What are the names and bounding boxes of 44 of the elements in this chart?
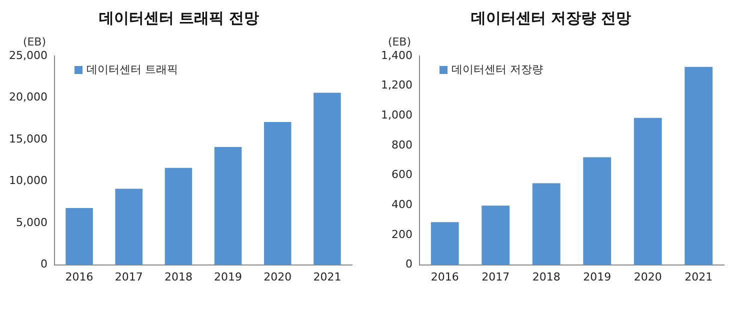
x-tick-label: 2018 [164, 270, 192, 284]
bar [430, 222, 459, 265]
bar [532, 183, 560, 265]
x-tick-label: 2016 [430, 270, 459, 284]
legend-label: 데이터센터 트래픽 [86, 62, 178, 76]
bar [66, 208, 93, 265]
bar [482, 206, 510, 265]
y-tick-label: 20,000 [8, 90, 48, 104]
y-tick-label: 200 [391, 228, 412, 241]
bar [314, 92, 341, 265]
chart-title: 데이터센터 트래픽 전망 [98, 8, 260, 27]
x-tick-label: 2019 [583, 270, 612, 284]
bar [214, 147, 242, 265]
y-tick-label: 0 [405, 258, 412, 271]
y-tick-label: 0 [40, 258, 48, 271]
bar [115, 188, 143, 265]
bar [583, 157, 612, 265]
bar [634, 118, 662, 265]
y-tick-label: 15,000 [8, 132, 48, 146]
y-tick-label: 25,000 [8, 48, 48, 62]
x-tick-label: 2018 [532, 270, 560, 284]
x-tick-label: 2019 [214, 270, 242, 284]
bar [684, 66, 713, 265]
x-tick-label: 2017 [114, 270, 143, 284]
y-tick-label: 5,000 [16, 216, 48, 229]
x-tick-label: 2021 [684, 270, 713, 284]
x-tick-label: 2020 [264, 270, 292, 284]
chart-title: 데이터센터 저장량 전망 [470, 8, 632, 27]
x-tick-label: 2016 [65, 270, 94, 284]
x-tick-label: 2021 [313, 270, 342, 284]
x-tick-label: 2017 [482, 270, 510, 284]
y-axis-title: (EB) [388, 35, 412, 48]
y-tick-label: 1,000 [380, 108, 412, 122]
bar [264, 122, 292, 265]
legend-label: 데이터센터 저장량 [451, 62, 543, 76]
y-tick-label: 400 [391, 198, 412, 211]
y-tick-label: 1,200 [380, 78, 412, 92]
y-tick-label: 800 [391, 138, 412, 152]
y-axis-title: (EB) [22, 35, 46, 48]
y-tick-label: 1,400 [380, 48, 412, 62]
bar [164, 168, 192, 265]
y-tick-label: 600 [391, 168, 412, 182]
x-tick-label: 2020 [634, 270, 662, 284]
y-tick-label: 10,000 [8, 174, 48, 188]
